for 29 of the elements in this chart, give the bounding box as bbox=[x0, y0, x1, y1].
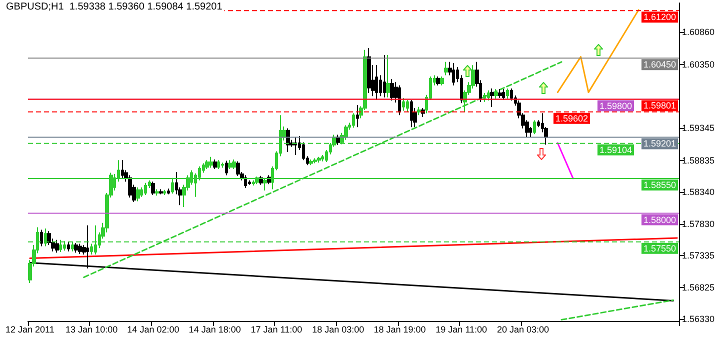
y-tick-label: 1.56330 bbox=[682, 314, 715, 324]
ref-line-label: 1.59104 bbox=[599, 144, 632, 155]
ref-line-label: 1.60450 bbox=[643, 60, 676, 70]
y-tick-label: 1.58835 bbox=[682, 155, 715, 166]
ref-line-label: 1.58000 bbox=[643, 214, 676, 225]
x-tick-label: 14 Jan 18:00 bbox=[188, 324, 241, 334]
x-tick-label: 20 Jan 03:00 bbox=[496, 324, 550, 334]
y-tick-label: 1.57335 bbox=[682, 250, 715, 260]
x-tick-label: 18 Jan 03:00 bbox=[312, 324, 364, 334]
y-tick-label: 1.58340 bbox=[682, 186, 715, 197]
x-tick-label: 12 Jan 2011 bbox=[5, 324, 54, 334]
x-tick-label: 17 Jan 11:00 bbox=[250, 324, 302, 334]
y-tick-label: 1.56825 bbox=[682, 282, 715, 293]
x-tick-label: 13 Jan 10:00 bbox=[66, 324, 118, 334]
y-tick-label: 1.57830 bbox=[682, 219, 715, 230]
ref-line-label: 1.58550 bbox=[643, 180, 676, 190]
ref-line-label: 1.59602 bbox=[555, 113, 588, 124]
y-tick-label: 1.60350 bbox=[682, 59, 715, 70]
x-tick-label: 18 Jan 19:00 bbox=[374, 324, 426, 334]
chart-title: GBPUSD;H1 1.59338 1.59360 1.59084 1.59201 bbox=[6, 2, 223, 12]
ref-line-label: 1.61200 bbox=[643, 12, 676, 22]
x-tick-label: 19 Jan 11:00 bbox=[436, 324, 488, 334]
y-tick-label: 1.59345 bbox=[682, 123, 715, 134]
ref-line-label: 1.57550 bbox=[643, 243, 676, 254]
ref-line-label: 1.59800 bbox=[599, 100, 632, 111]
x-tick-label: 14 Jan 02:00 bbox=[127, 324, 180, 334]
ref-line-label: 1.59201 bbox=[643, 138, 676, 149]
ref-line-label: 1.59801 bbox=[643, 100, 676, 111]
y-tick-label: 1.60860 bbox=[682, 27, 715, 38]
